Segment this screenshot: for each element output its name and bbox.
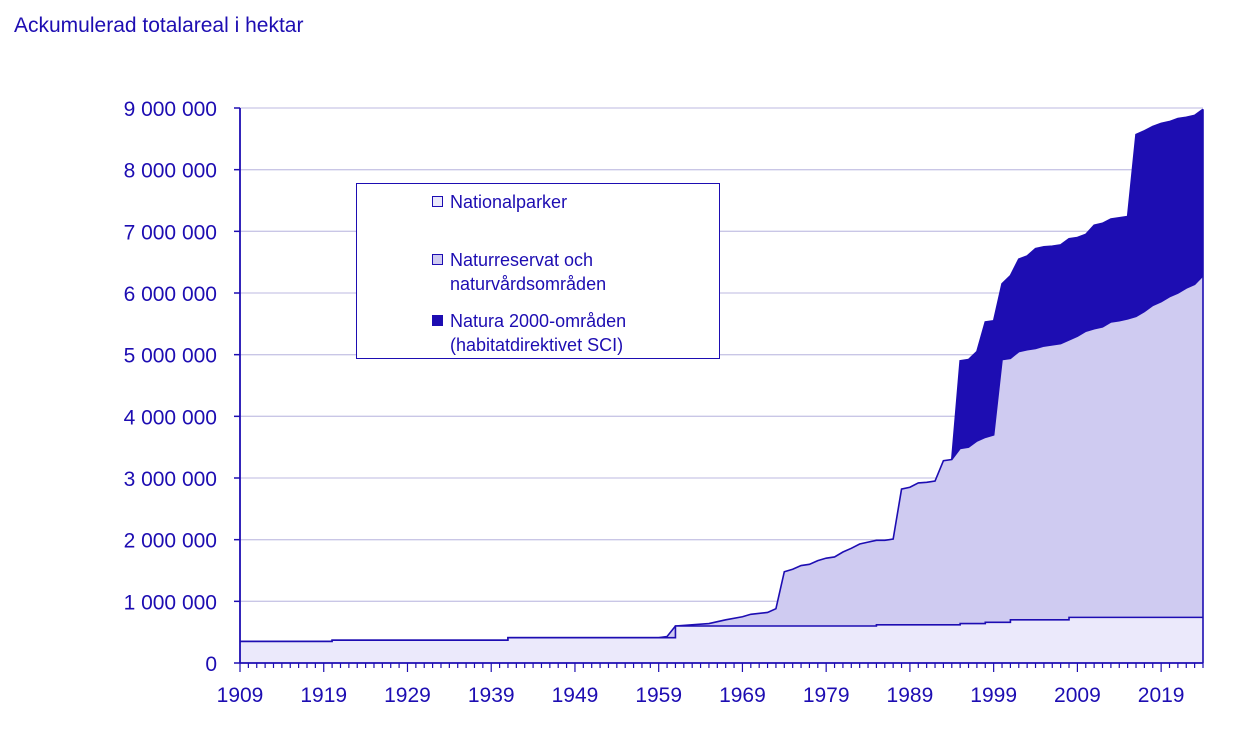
- x-tick-label: 1959: [635, 684, 682, 707]
- x-tick-label: 1909: [217, 684, 264, 707]
- x-tick-label: 1989: [887, 684, 934, 707]
- area-natura2000: [951, 109, 1203, 460]
- area-nationalparker: [240, 617, 1203, 663]
- y-tick-label: 1 000 000: [124, 591, 217, 614]
- y-tick-label: 0: [205, 653, 217, 676]
- legend-label-naturreservat-line1: Naturreservat och: [450, 250, 594, 270]
- y-tick-label: 4 000 000: [124, 406, 217, 429]
- x-tick-label: 1939: [468, 684, 515, 707]
- area-naturreservat: [240, 275, 1203, 663]
- y-tick-label: 2 000 000: [124, 530, 217, 553]
- legend-label-nationalparker: Nationalparker: [450, 192, 568, 212]
- x-tick-label: 2009: [1054, 684, 1101, 707]
- x-tick-label: 1969: [719, 684, 766, 707]
- legend: Nationalparker Naturreservat och naturvå…: [356, 183, 720, 359]
- area-layer: [240, 108, 1204, 663]
- y-tick-labels: 0 1 000 000 2 000 000 3 000 000 4 000 000 5 0…: [124, 98, 217, 676]
- x-tick-label: 2019: [1138, 684, 1185, 707]
- axis-layer: [234, 107, 1204, 672]
- legend-label-natura2000-line1: Natura 2000-områden: [450, 311, 627, 331]
- legend-label-naturreservat-line2: naturvårdsområden: [450, 274, 607, 294]
- legend-swatch-naturreservat: [432, 254, 443, 265]
- x-tick-label: 1929: [384, 684, 431, 707]
- x-tick-labels: 1909 1919 1929 1939 1949 1959 1969 1979 1989 1999…: [217, 684, 1185, 707]
- legend-label-natura2000-line2: (habitatdirektivet SCI): [450, 335, 624, 355]
- x-tick-label: 1999: [970, 684, 1017, 707]
- line-natura2000: [950, 108, 1204, 460]
- line-naturreservat: [240, 275, 1204, 643]
- y-axis-title: Ackumulerad totalareal i hektar: [14, 14, 304, 37]
- y-tick-label: 8 000 000: [124, 160, 217, 183]
- legend-swatch-nationalparker: [432, 196, 443, 207]
- y-tick-label: 6 000 000: [124, 283, 217, 306]
- y-tick-label: 5 000 000: [124, 345, 217, 368]
- y-tick-label: 3 000 000: [124, 468, 217, 491]
- x-tick-label: 1949: [552, 684, 599, 707]
- y-tick-label: 7 000 000: [124, 221, 217, 244]
- x-tick-label: 1979: [803, 684, 850, 707]
- x-tick-label: 1919: [300, 684, 347, 707]
- legend-swatch-natura2000: [432, 315, 443, 326]
- y-tick-label: 9 000 000: [124, 98, 217, 121]
- line-nationalparker: [240, 616, 1203, 643]
